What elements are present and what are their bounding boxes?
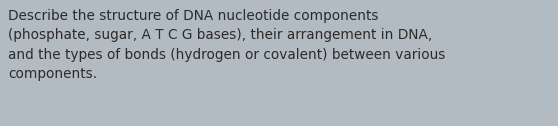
Text: Describe the structure of DNA nucleotide components
(phosphate, sugar, A T C G b: Describe the structure of DNA nucleotide… (8, 9, 445, 81)
